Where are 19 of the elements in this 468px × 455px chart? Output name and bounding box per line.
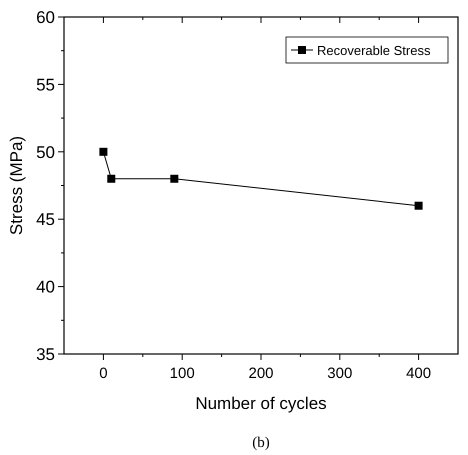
y-tick-label: 45	[36, 210, 55, 230]
x-tick-label: 0	[99, 365, 108, 382]
point	[170, 174, 178, 183]
x-tick-label: 100	[170, 365, 195, 382]
x-tick-label: 400	[406, 365, 432, 382]
point	[99, 148, 108, 156]
y-tick-label: 60	[36, 8, 55, 27]
legend-label: Recoverable Stress	[317, 43, 431, 58]
point	[414, 202, 423, 210]
y-axis-title: Stress (MPa)	[7, 136, 26, 236]
x-tick-label: 300	[327, 365, 352, 382]
x-tick-label: 200	[248, 365, 274, 382]
y-tick-label: 50	[36, 142, 55, 162]
y-tick-label: 55	[36, 75, 55, 94]
y-tick-label: 40	[36, 278, 55, 297]
y-tick-label: 35	[36, 345, 55, 364]
x-axis-title: Number of cycles	[195, 394, 327, 413]
point	[107, 174, 116, 183]
text: (b)	[252, 435, 270, 451]
